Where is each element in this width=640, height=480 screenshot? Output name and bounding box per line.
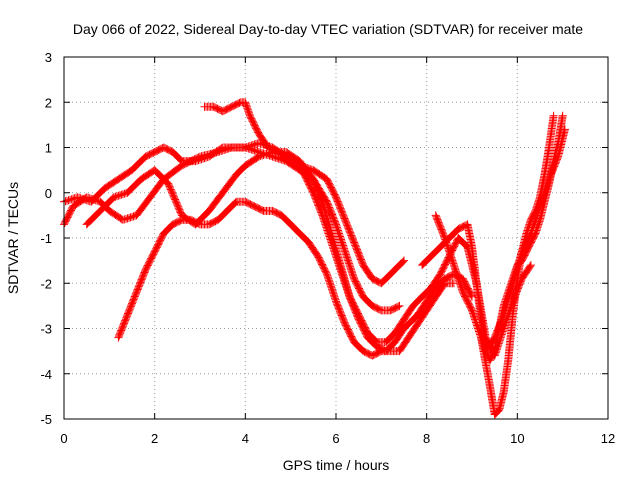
data-points — [60, 98, 569, 419]
x-tick-label: 4 — [242, 431, 249, 446]
y-tick-label: 3 — [45, 50, 52, 65]
series-8 — [472, 125, 569, 356]
chart-title: Day 066 of 2022, Sidereal Day-to-day VTE… — [73, 21, 583, 37]
y-tick-label: -3 — [40, 322, 52, 337]
y-tick-labels: -5 -4 -3 -2 -1 0 1 2 3 — [40, 50, 52, 427]
series-4 — [114, 197, 458, 360]
x-tick-label: 10 — [510, 431, 524, 446]
x-tick-label: 2 — [151, 431, 158, 446]
series-1-markers — [60, 143, 404, 315]
axis-ticks — [63, 56, 609, 420]
y-tick-label: 1 — [45, 141, 52, 156]
x-tick-label: 12 — [601, 431, 615, 446]
series-5-markers — [200, 98, 535, 360]
series-7-markers — [431, 111, 558, 419]
x-tick-labels: 0 2 4 6 8 10 12 — [60, 431, 615, 446]
series-5 — [200, 98, 535, 360]
x-axis-label: GPS time / hours — [283, 457, 390, 473]
y-tick-label: -2 — [40, 276, 52, 291]
series-4-markers — [114, 197, 458, 360]
y-tick-label: -4 — [40, 367, 52, 382]
y-tick-label: -1 — [40, 231, 52, 246]
y-tick-label: -5 — [40, 412, 52, 427]
x-tick-label: 8 — [423, 431, 430, 446]
series-8-markers — [472, 125, 569, 356]
y-tick-label: 0 — [45, 186, 52, 201]
y-tick-label: 2 — [45, 95, 52, 110]
series-1 — [60, 143, 404, 315]
series-7 — [431, 111, 558, 419]
x-tick-label: 6 — [332, 431, 339, 446]
y-axis-label: SDTVAR / TECUs — [5, 182, 21, 294]
x-tick-label: 0 — [60, 431, 67, 446]
